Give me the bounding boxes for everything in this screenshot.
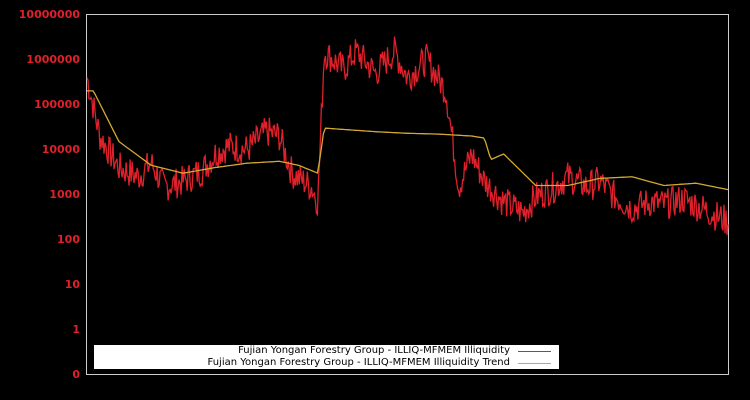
- y-tick-label: 1000: [49, 188, 80, 201]
- illiquidity-line: [86, 36, 729, 235]
- y-tick-label: 100000: [34, 98, 80, 111]
- y-tick-label: 1000000: [26, 53, 80, 66]
- legend-label: Fujian Yongan Forestry Group - ILLIQ-MFM…: [238, 345, 510, 356]
- legend-item-illiquidity: Fujian Yongan Forestry Group - ILLIQ-MFM…: [238, 345, 559, 357]
- legend-label: Fujian Yongan Forestry Group - ILLIQ-MFM…: [207, 357, 510, 368]
- y-tick-label: 10: [64, 278, 80, 291]
- chart-legend: Fujian Yongan Forestry Group - ILLIQ-MFM…: [94, 345, 559, 369]
- y-tick-label: 10000000: [18, 8, 80, 21]
- y-tick-label: 1: [72, 323, 80, 336]
- y-tick-label: 100: [57, 233, 80, 246]
- legend-swatch-red: [518, 350, 551, 352]
- plot-frame: [86, 14, 729, 375]
- legend-swatch-gold: [518, 362, 551, 364]
- y-tick-label: 10000: [41, 143, 80, 156]
- legend-item-trend: Fujian Yongan Forestry Group - ILLIQ-MFM…: [208, 357, 559, 369]
- illiquidity-trend-line: [87, 90, 729, 191]
- y-tick-label: 0: [72, 368, 80, 381]
